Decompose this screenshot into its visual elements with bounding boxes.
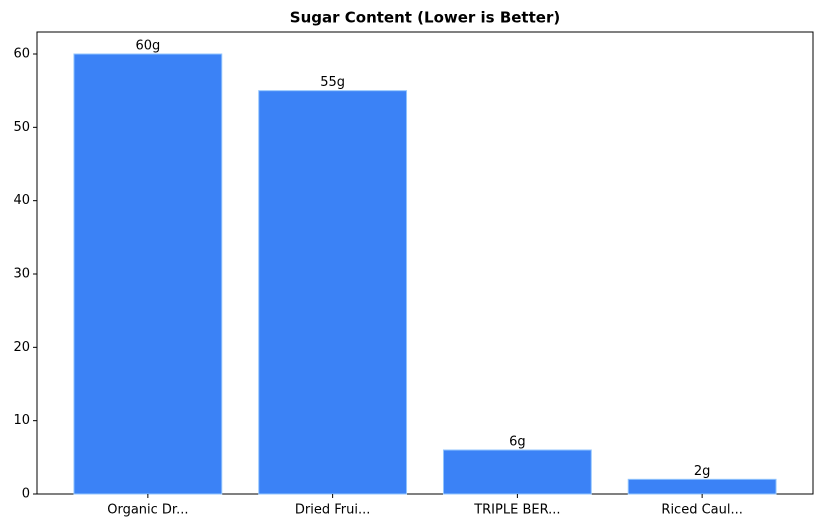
y-tick-label: 50: [13, 120, 30, 135]
value-label: 6g: [509, 435, 526, 450]
y-tick-label: 60: [13, 47, 30, 62]
value-label: 2g: [694, 464, 711, 479]
x-tick-label: Organic Dr...: [107, 503, 188, 518]
bar: [258, 90, 408, 495]
y-tick-label: 30: [13, 267, 30, 282]
y-tick-label: 10: [13, 413, 30, 428]
x-tick-label: Dried Frui...: [295, 503, 370, 518]
bar: [73, 53, 223, 495]
x-tick-label: TRIPLE BER...: [473, 503, 560, 518]
value-label: 60g: [135, 39, 160, 54]
plot-frame: [36, 31, 814, 495]
x-tick-label: Riced Caul...: [661, 503, 742, 518]
bar: [627, 478, 777, 495]
y-tick-label: 0: [22, 487, 30, 502]
bar: [442, 449, 592, 495]
chart-title: Sugar Content (Lower is Better): [290, 9, 560, 27]
y-tick-label: 20: [13, 340, 30, 355]
value-label: 55g: [320, 75, 345, 90]
y-tick-label: 40: [13, 193, 30, 208]
